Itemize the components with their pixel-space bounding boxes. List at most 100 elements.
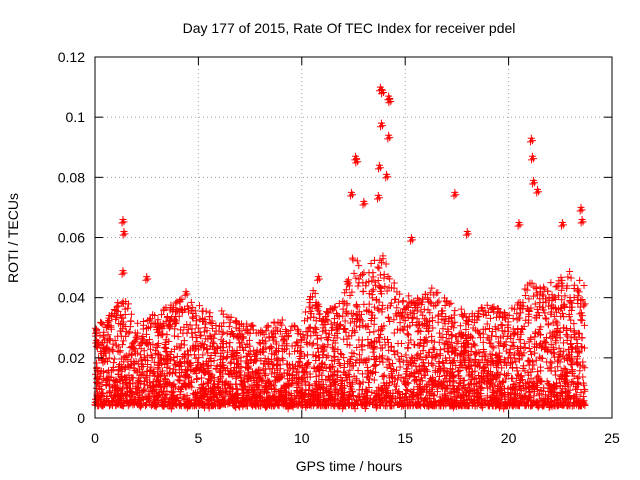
data-point: [434, 368, 442, 376]
data-point: [306, 323, 314, 331]
data-point: [346, 360, 354, 368]
data-point: [167, 405, 175, 413]
data-point: [199, 351, 207, 359]
data-point: [359, 287, 367, 295]
data-point: [558, 296, 566, 304]
data-point: [257, 347, 265, 355]
data-point: [326, 375, 334, 383]
data-point: [580, 381, 588, 389]
data-point: [173, 298, 181, 306]
data-point: [451, 387, 459, 395]
data-point: [346, 341, 354, 349]
data-point: [187, 346, 195, 354]
data-point: [344, 280, 352, 288]
data-point: [337, 321, 345, 329]
data-point: [116, 399, 124, 407]
data-point: [193, 338, 201, 346]
data-point: [354, 366, 362, 374]
data-point: [163, 352, 171, 360]
data-point: [265, 359, 273, 367]
data-point: [98, 319, 106, 327]
data-point: [479, 373, 487, 381]
data-point: [398, 401, 406, 409]
data-point: [279, 397, 287, 405]
data-point: [478, 303, 486, 311]
data-point: [428, 332, 436, 340]
data-point: [575, 288, 583, 296]
data-point: [200, 380, 208, 388]
data-point: [468, 343, 476, 351]
data-point: [272, 348, 280, 356]
data-point: [119, 325, 127, 333]
data-point: [334, 356, 342, 364]
data-point: [305, 296, 313, 304]
data-point: [334, 346, 342, 354]
data-point: [513, 344, 521, 352]
data-point: [518, 324, 526, 332]
data-point: [163, 312, 171, 320]
data-point: [444, 398, 452, 406]
data-point: [462, 363, 470, 371]
data-point: [575, 348, 583, 356]
data-point: [202, 384, 210, 392]
data-point: [562, 365, 570, 373]
data-point: [228, 330, 236, 338]
data-point: [573, 335, 581, 343]
data-point: [501, 310, 509, 318]
data-point: [488, 398, 496, 406]
data-point: [166, 323, 174, 331]
data-point: [347, 309, 355, 317]
data-point: [203, 346, 211, 354]
data-point: [253, 355, 261, 363]
data-point: [133, 369, 141, 377]
data-point: [176, 402, 184, 410]
data-point: [502, 347, 510, 355]
data-point: [96, 382, 104, 390]
data-point: [359, 322, 367, 330]
data-point: [306, 293, 314, 301]
data-point: [471, 402, 479, 410]
data-point: [355, 275, 363, 283]
data-point: [243, 325, 251, 333]
data-point: [236, 403, 244, 411]
data-point: [114, 348, 122, 356]
data-point: [174, 333, 182, 341]
data-point: [118, 341, 126, 349]
data-point: [350, 402, 358, 410]
data-point: [391, 295, 399, 303]
data-point: [370, 343, 378, 351]
data-point: [521, 367, 529, 375]
data-point: [499, 379, 507, 387]
data-point: [287, 389, 295, 397]
data-point: [146, 384, 154, 392]
data-point: [112, 315, 120, 323]
data-point: [502, 398, 510, 406]
data-point: [391, 386, 399, 394]
data-point: [448, 332, 456, 340]
x-tick-label: 25: [604, 430, 620, 446]
data-point: [405, 298, 413, 306]
data-point: [488, 332, 496, 340]
data-point: [550, 349, 558, 357]
data-point: [536, 340, 544, 348]
data-point: [225, 380, 233, 388]
data-point: [169, 365, 177, 373]
data-point: [414, 328, 422, 336]
data-point: [215, 377, 223, 385]
data-point: [107, 392, 115, 400]
data-point: [348, 254, 356, 262]
data-point: [574, 397, 582, 405]
y-tick-label: 0.08: [58, 169, 85, 185]
data-point: [338, 377, 346, 385]
data-point: [511, 380, 519, 388]
data-point: [535, 376, 543, 384]
data-point: [127, 317, 135, 325]
data-point: [143, 330, 151, 338]
data-point: [215, 327, 223, 335]
data-point: [336, 385, 344, 393]
data-point: [363, 307, 371, 315]
data-point: [499, 314, 507, 322]
data-point: [538, 290, 546, 298]
data-point: [425, 348, 433, 356]
data-point: [339, 297, 347, 305]
